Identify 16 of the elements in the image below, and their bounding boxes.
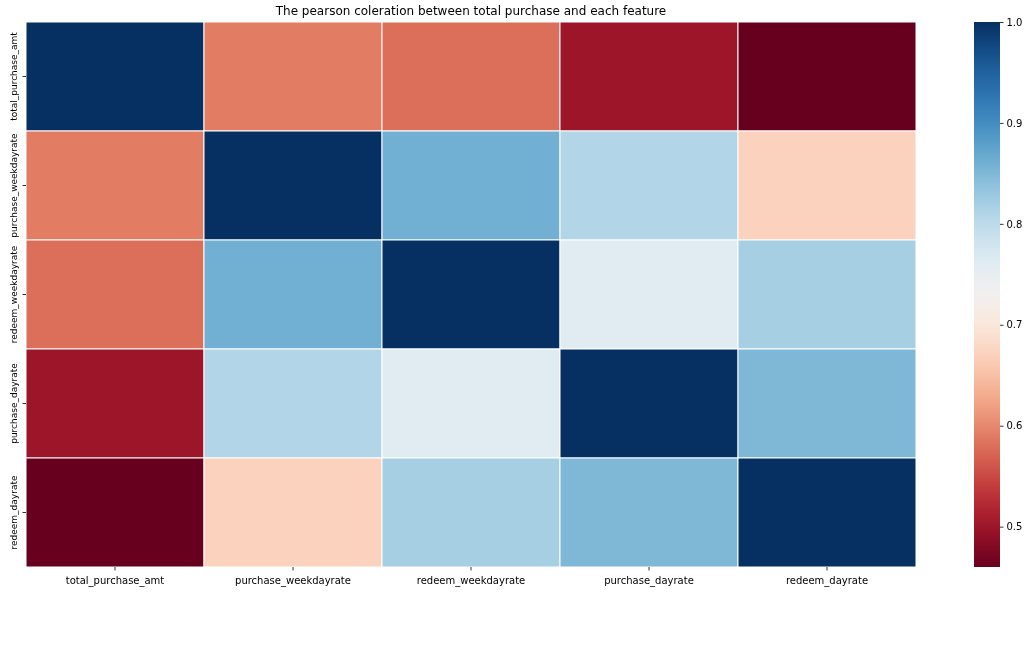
color-bar-label: 1.0 [1006,16,1023,28]
color-bar-label: 0.8 [1006,218,1023,230]
x-tick-label: total_purchase_amt [65,575,165,587]
chart-title: The pearson coleration between total purchase and each feature [274,4,667,18]
color-bar-label: 0.5 [1006,521,1023,533]
y-tick-label: redeem_weekdayrate [9,245,19,344]
y-tick-label: purchase_dayrate [9,362,19,444]
color-bar-label: 0.6 [1006,420,1023,432]
x-tick-label: purchase_dayrate [604,575,694,587]
x-tick-label: purchase_weekdayrate [235,575,351,587]
x-tick-label: redeem_weekdayrate [416,575,526,587]
y-tick-label: total_purchase_amt [9,31,19,121]
y-tick-label: purchase_weekdayrate [9,132,19,238]
color-bar-label: 0.7 [1006,319,1023,331]
color-bar-label: 0.9 [1006,117,1023,129]
x-tick-label: redeem_dayrate [785,575,869,587]
